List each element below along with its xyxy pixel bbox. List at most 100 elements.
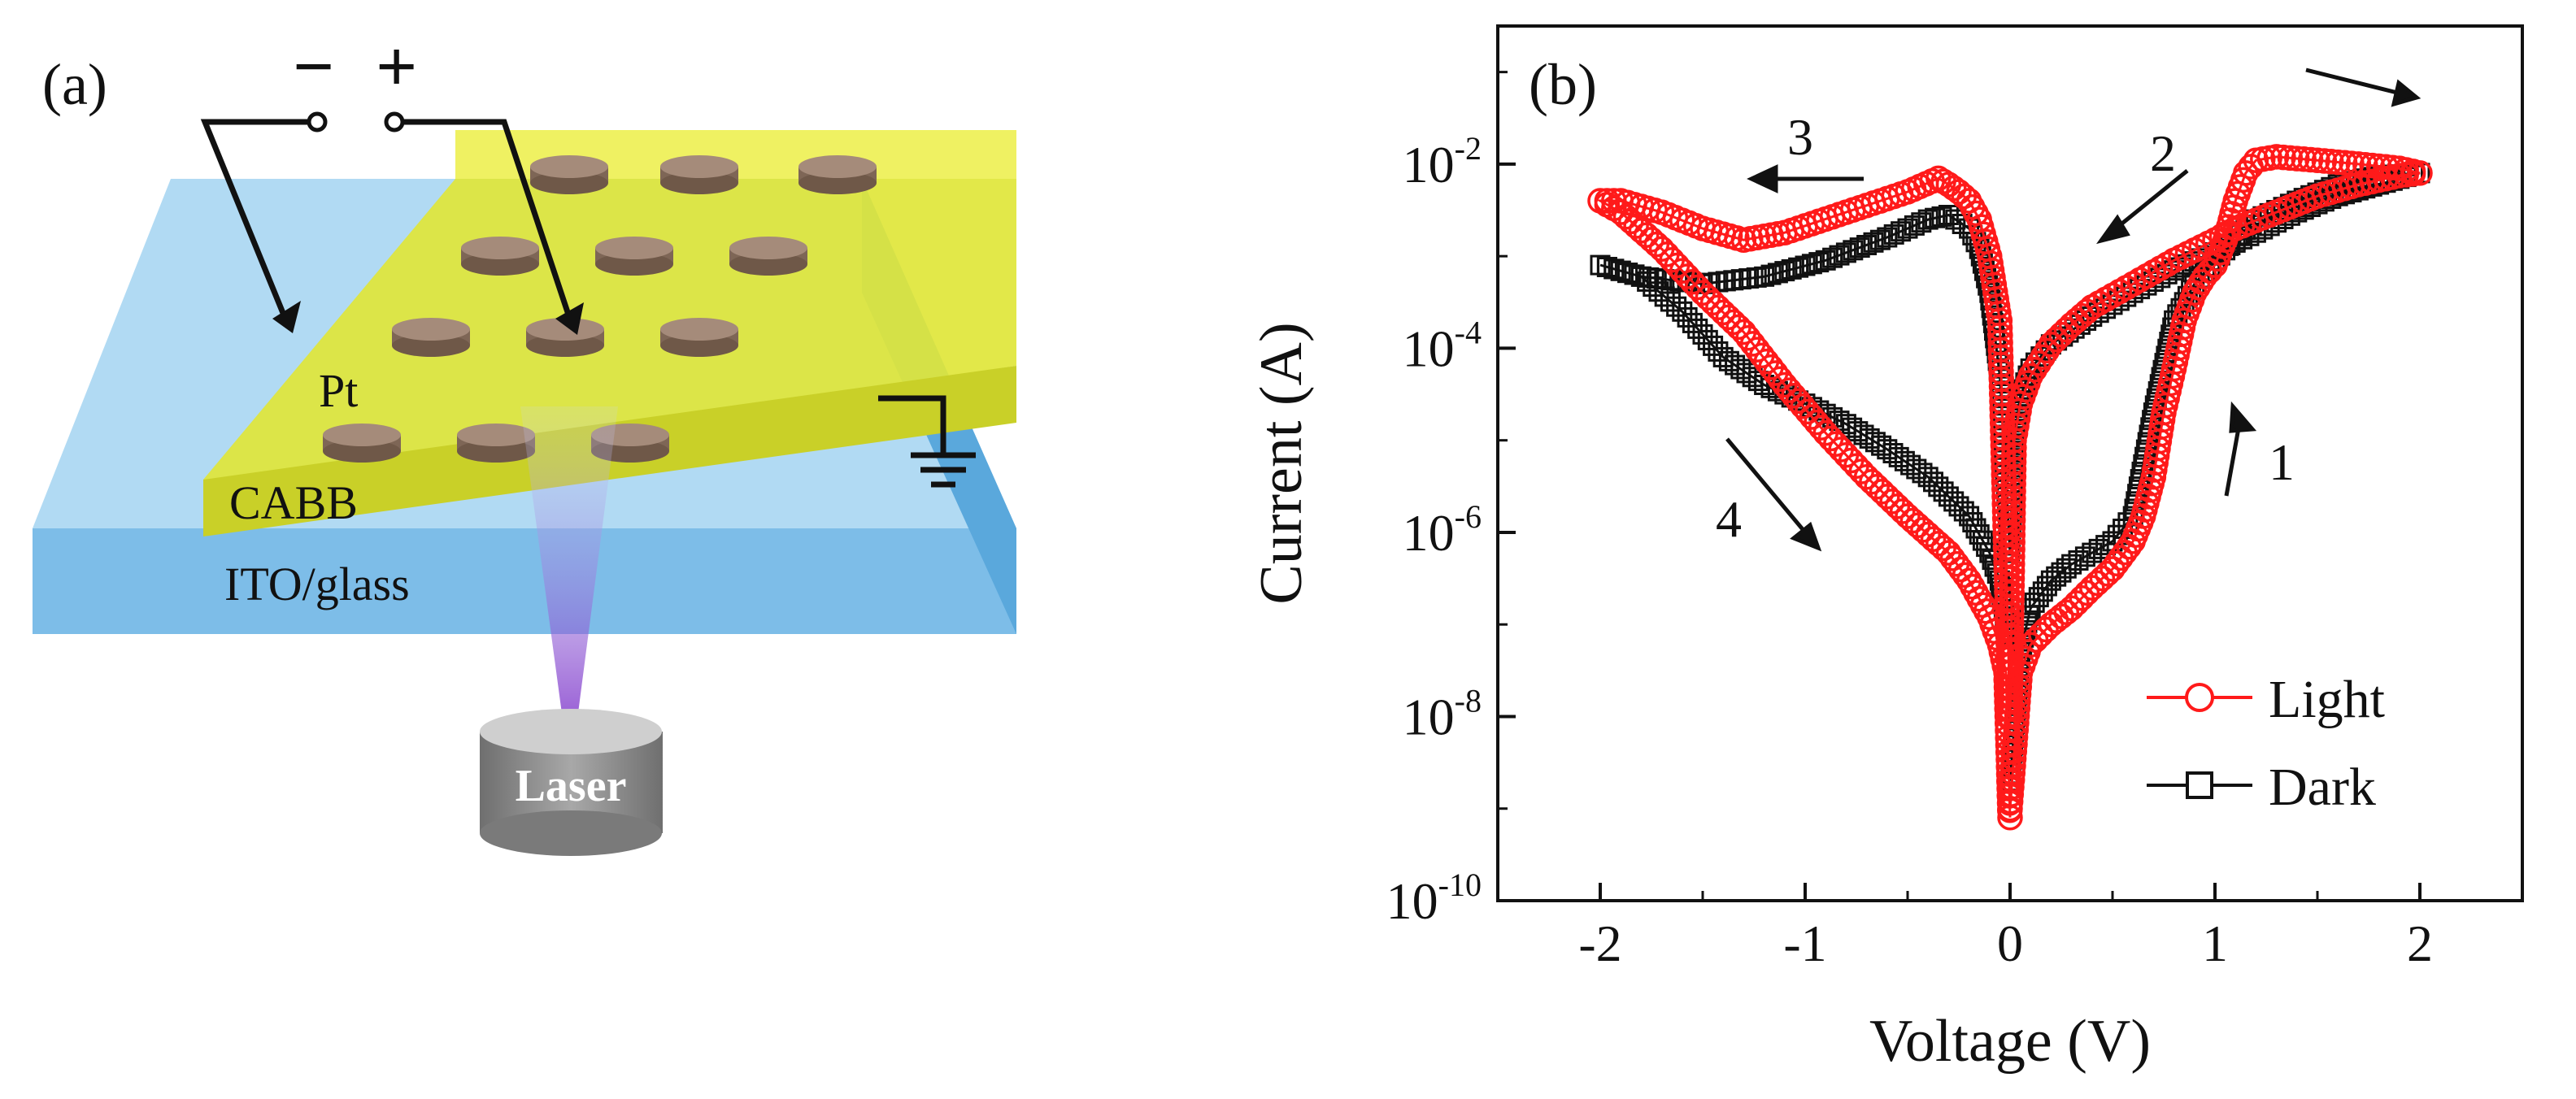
pt-electrode-disc — [323, 424, 401, 463]
data-point-dark — [1767, 263, 1788, 284]
data-point-dark — [1692, 324, 1713, 345]
data-point-dark — [1767, 380, 1788, 402]
pt-electrode-disc — [729, 237, 807, 276]
plus-sign: + — [376, 27, 417, 107]
arrow-label-2: 2 — [2150, 124, 2176, 182]
sweep-arrow-1 — [2224, 401, 2257, 497]
electrode-label: Pt — [319, 364, 358, 417]
data-point-dark — [1931, 206, 1952, 227]
data-point-dark — [1904, 215, 1925, 236]
pt-electrode-disc — [461, 237, 539, 276]
x-tick-label: -2 — [1578, 914, 1621, 972]
data-point-dark — [1666, 296, 1687, 317]
data-point-dark — [1596, 257, 1617, 277]
data-point-dark — [1603, 258, 1625, 280]
data-point-dark — [1865, 432, 1886, 453]
x-axis-label: Voltage (V) — [1869, 1008, 2151, 1075]
data-point-dark — [1869, 229, 1891, 250]
data-point-dark — [1891, 221, 1912, 242]
panel-a-label: (a) — [42, 52, 107, 117]
data-point-dark — [1945, 209, 1966, 230]
data-point-light — [1996, 790, 2023, 816]
legend-label-dark: Dark — [2269, 758, 2376, 817]
data-point-dark — [2074, 546, 2095, 567]
panel-a-device-schematic: (a) − + — [33, 27, 1016, 856]
data-point-dark — [1801, 254, 1822, 275]
data-point-dark — [1843, 240, 1864, 261]
data-point-dark — [1853, 424, 1874, 445]
film-label: CABB — [229, 476, 358, 529]
data-point-dark — [1859, 428, 1880, 449]
y-axis-label: Current (A) — [1248, 322, 1315, 604]
data-point-dark — [1962, 512, 1983, 532]
arrow-label-4: 4 — [1716, 490, 1742, 548]
data-point-dark — [1959, 506, 1980, 527]
data-point-dark — [1917, 209, 1939, 230]
y-axis-ticks: 10-10 10-8 10-6 10-4 10-2 — [1386, 71, 1516, 930]
legend-label-light: Light — [2269, 670, 2385, 729]
data-point-dark — [1795, 255, 1816, 276]
pt-electrode-disc — [595, 237, 673, 276]
sweep-arrow-top — [2305, 67, 2422, 107]
arrow-label-3: 3 — [1787, 108, 1813, 166]
data-point-dark — [1760, 264, 1782, 285]
ground-symbol — [878, 395, 976, 488]
wiring — [200, 111, 584, 335]
data-point-dark — [1781, 258, 1802, 280]
x-tick-label: 1 — [2202, 914, 2228, 972]
y-tick-label: 10-2 — [1403, 130, 1482, 193]
data-point-dark — [1682, 312, 1703, 333]
data-point-dark — [1938, 205, 1959, 225]
data-point-dark — [1871, 435, 1892, 456]
x-tick-label: 0 — [1997, 914, 2023, 972]
arrow-label-1: 1 — [2269, 433, 2295, 491]
data-point-dark — [1877, 227, 1898, 248]
data-point-dark — [1687, 318, 1708, 339]
pt-electrode-disc — [530, 155, 608, 194]
data-point-dark — [1590, 254, 1611, 276]
data-point-dark — [1697, 329, 1718, 350]
data-point-dark — [1617, 263, 1638, 284]
x-tick-label: -1 — [1783, 914, 1826, 972]
data-point-dark — [1677, 306, 1698, 328]
data-point-dark — [1863, 232, 1884, 253]
pt-electrode-disc — [660, 155, 738, 194]
substrate-label: ITO/glass — [224, 558, 410, 610]
data-point-dark — [1856, 235, 1878, 255]
laser-beam — [520, 406, 618, 732]
data-point-light — [1608, 188, 1634, 214]
pt-electrode-disc — [798, 155, 877, 194]
data-point-dark — [1842, 417, 1863, 438]
data-point-dark — [1808, 400, 1830, 421]
data-point-dark — [1835, 414, 1856, 435]
data-point-light — [2026, 350, 2052, 376]
data-point-dark — [1925, 207, 1946, 228]
data-point-dark — [1822, 247, 1843, 268]
electrode-array — [323, 155, 877, 463]
x-tick-label: 2 — [2407, 914, 2433, 972]
data-point-dark — [1897, 218, 1918, 239]
data-point-dark — [1815, 250, 1836, 271]
data-point-dark — [1847, 421, 1869, 442]
pt-electrode-disc — [392, 318, 470, 357]
data-point-dark — [1911, 212, 1932, 233]
data-point-dark — [1808, 252, 1830, 273]
data-point-dark — [1624, 264, 1645, 285]
y-tick-label: 10-4 — [1403, 314, 1482, 377]
sweep-arrow-3 — [1747, 164, 1864, 193]
data-point-dark — [2068, 550, 2089, 571]
data-point-light — [1996, 797, 2023, 823]
data-point-dark — [1703, 335, 1724, 356]
pt-electrode-disc — [526, 318, 604, 357]
data-point-dark — [1788, 257, 1809, 278]
laser-source: Laser — [480, 709, 663, 856]
legend-item-light: Light — [2147, 670, 2385, 729]
data-point-dark — [1962, 224, 1983, 245]
data-point-dark — [1835, 242, 1856, 263]
series-light — [1587, 144, 2433, 831]
panel-b-iv-chart: (b) -2 -1 0 1 2 10-10 10-8 10-6 10-4 10-2 Voltag… — [1248, 24, 2524, 1075]
data-point-dark — [1610, 260, 1631, 281]
data-point-light — [2038, 331, 2065, 358]
pt-electrode-disc — [660, 318, 738, 357]
